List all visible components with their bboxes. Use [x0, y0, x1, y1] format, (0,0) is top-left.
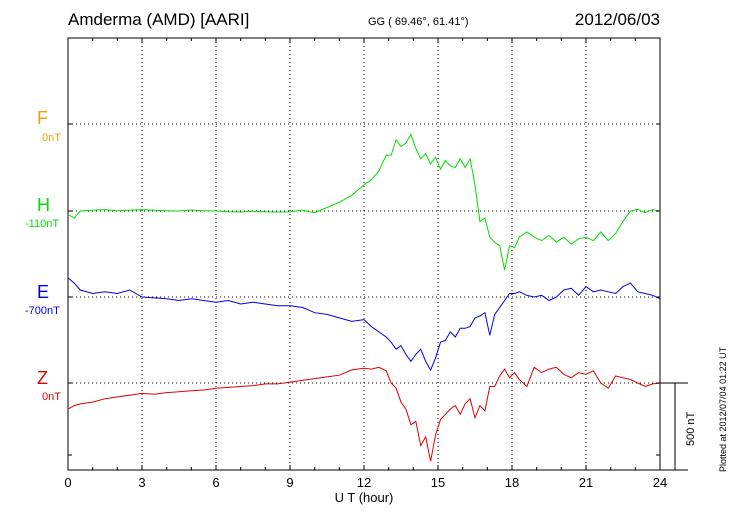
label-h: H: [37, 195, 50, 215]
offset-e: -700nT: [25, 305, 60, 317]
grid: [68, 38, 660, 470]
scale-bar-label: 500 nT: [685, 411, 697, 446]
traces: [67, 133, 661, 462]
x-tick-label: 0: [64, 475, 71, 490]
x-tick-label: 9: [286, 475, 293, 490]
station-title: Amderma (AMD) [AARI]: [68, 10, 250, 29]
x-tick-label: 3: [138, 475, 145, 490]
station-coordinates: GG ( 69.46°, 61.41°): [368, 16, 469, 28]
series-line-z: [67, 366, 661, 462]
chart-date: 2012/06/03: [574, 10, 660, 29]
label-f: F: [37, 108, 48, 128]
series-line-h: [67, 133, 661, 271]
x-tick-label: 18: [505, 475, 519, 490]
x-tick-label: 12: [357, 475, 371, 490]
x-axis: 0 3 6 9 12 15 18 21 24 U T (hour): [64, 38, 667, 505]
offset-f: 0nT: [42, 132, 61, 144]
label-z: Z: [37, 368, 48, 388]
series-line-e: [67, 277, 661, 372]
offset-z: 0nT: [42, 391, 61, 403]
label-e: E: [37, 282, 50, 302]
offset-h: -110nT: [25, 218, 60, 230]
x-tick-label: 6: [212, 475, 219, 490]
x-tick-label: 15: [431, 475, 445, 490]
scale-bar: 500 nT: [660, 382, 697, 471]
x-tick-label: 21: [579, 475, 593, 490]
x-tick-label: 24: [653, 475, 667, 490]
x-axis-label: U T (hour): [335, 490, 394, 505]
